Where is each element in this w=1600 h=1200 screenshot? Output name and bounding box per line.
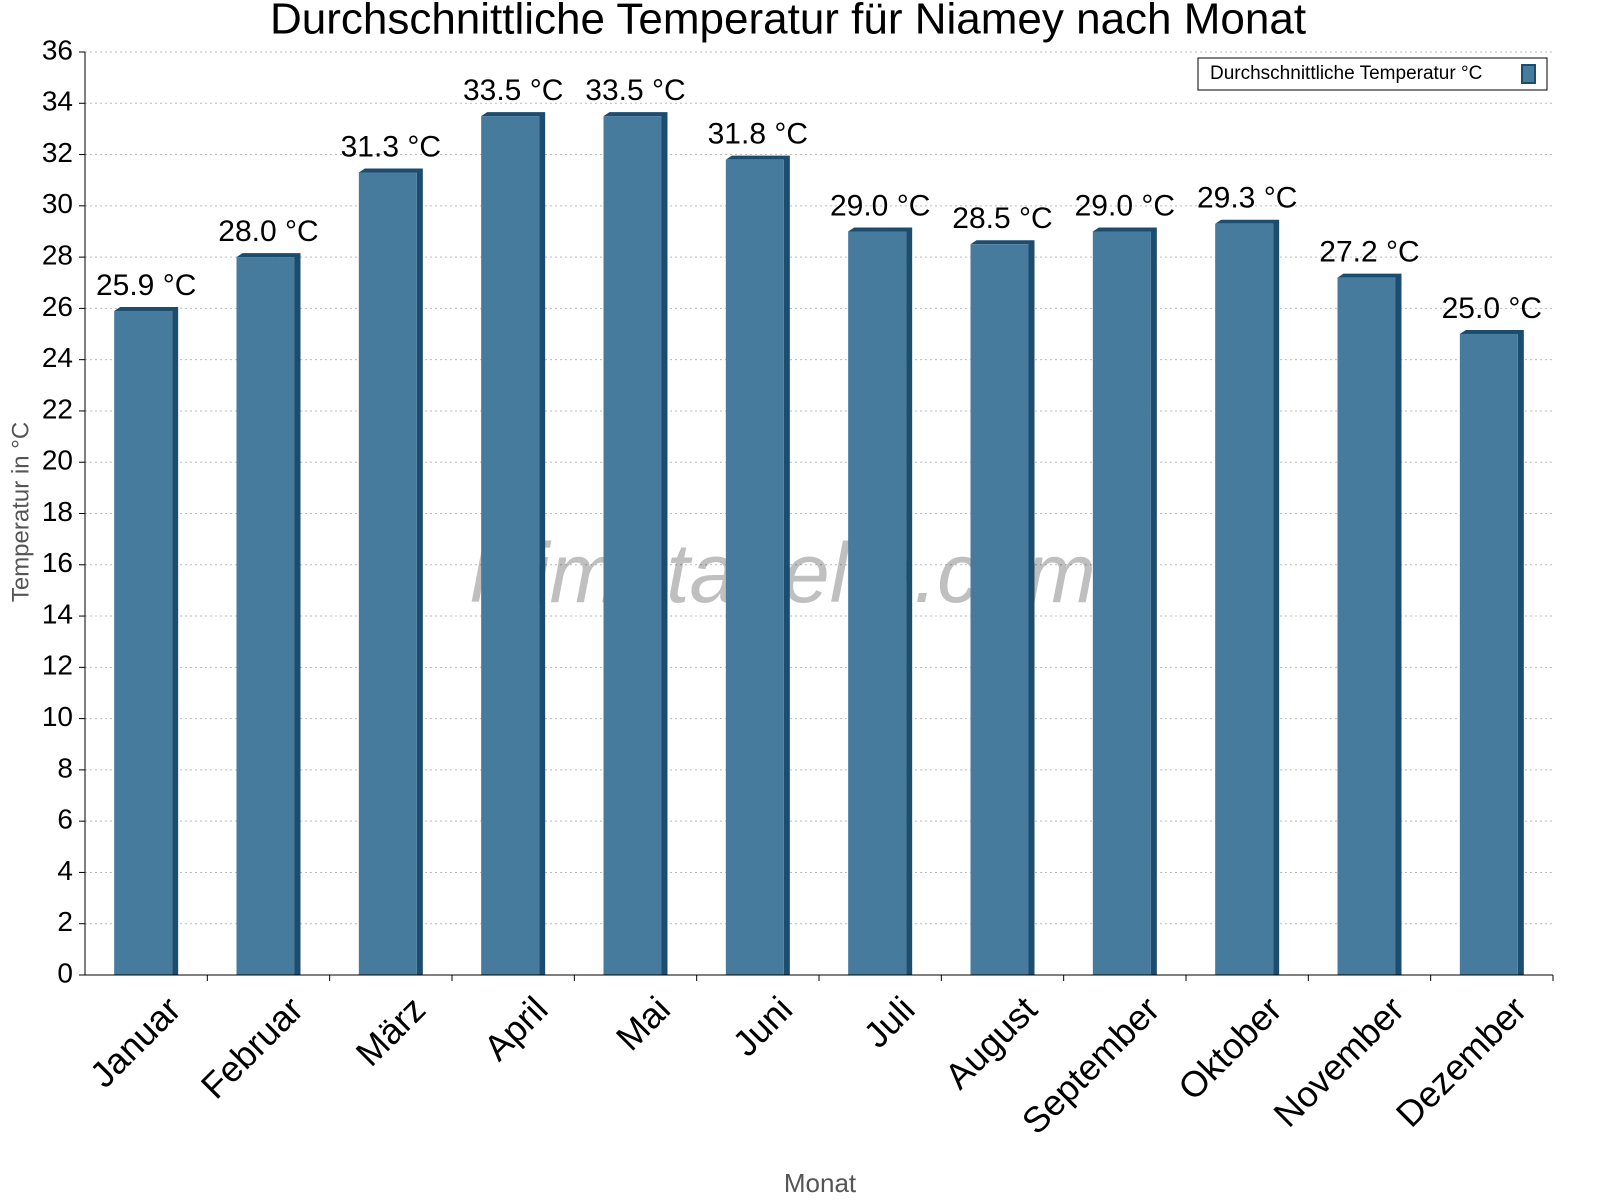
- y-tick-label: 2: [57, 906, 73, 937]
- y-tick-label: 12: [42, 650, 73, 681]
- y-tick-label: 16: [42, 547, 73, 578]
- bar: [1459, 334, 1518, 975]
- y-axis-label: Temperatur in °C: [7, 422, 34, 602]
- y-tick-label: 20: [42, 445, 73, 476]
- y-tick-label: 10: [42, 701, 73, 732]
- bar: [970, 244, 1029, 975]
- bar: [848, 231, 907, 975]
- bar: [1337, 277, 1396, 976]
- value-label: 28.5 °C: [952, 202, 1052, 235]
- y-tick-label: 6: [57, 804, 73, 835]
- value-label: 29.0 °C: [830, 189, 930, 222]
- y-tick-label: 8: [57, 752, 73, 783]
- y-tick-label: 24: [42, 342, 73, 373]
- bar: [1092, 231, 1151, 975]
- value-label: 29.3 °C: [1197, 182, 1297, 215]
- bar: [358, 172, 417, 975]
- y-tick-label: 18: [42, 496, 73, 527]
- y-tick-label: 32: [42, 137, 73, 168]
- y-tick-label: 26: [42, 291, 73, 322]
- legend-box: [1197, 57, 1548, 91]
- x-axis-label: Monat: [784, 1168, 857, 1198]
- legend-label: Durchschnittliche Temperatur °C: [1210, 63, 1482, 84]
- value-label: 31.3 °C: [341, 130, 441, 163]
- value-label: 27.2 °C: [1319, 236, 1419, 269]
- bar: [236, 257, 295, 976]
- legend-swatch: [1521, 64, 1536, 84]
- value-label: 29.0 °C: [1075, 189, 1175, 222]
- y-tick-label: 4: [57, 855, 73, 886]
- value-label: 33.5 °C: [585, 74, 685, 107]
- y-tick-label: 34: [42, 86, 73, 117]
- bar: [114, 310, 173, 976]
- y-tick-label: 30: [42, 188, 73, 219]
- bar: [481, 116, 540, 975]
- y-tick-label: 36: [42, 34, 73, 65]
- bar: [603, 116, 662, 975]
- chart-title: Durchschnittliche Temperatur für Niamey …: [270, 0, 1306, 44]
- y-tick-label: 28: [42, 240, 73, 271]
- bar: [1215, 223, 1274, 976]
- value-label: 31.8 °C: [708, 118, 808, 151]
- value-label: 25.0 °C: [1442, 292, 1542, 325]
- y-tick-label: 0: [57, 957, 73, 988]
- value-label: 28.0 °C: [218, 215, 318, 248]
- y-tick-label: 14: [42, 598, 73, 629]
- y-tick-label: 22: [42, 393, 73, 424]
- bar: [725, 159, 784, 975]
- value-label: 25.9 °C: [96, 269, 196, 302]
- value-label: 33.5 °C: [463, 74, 563, 107]
